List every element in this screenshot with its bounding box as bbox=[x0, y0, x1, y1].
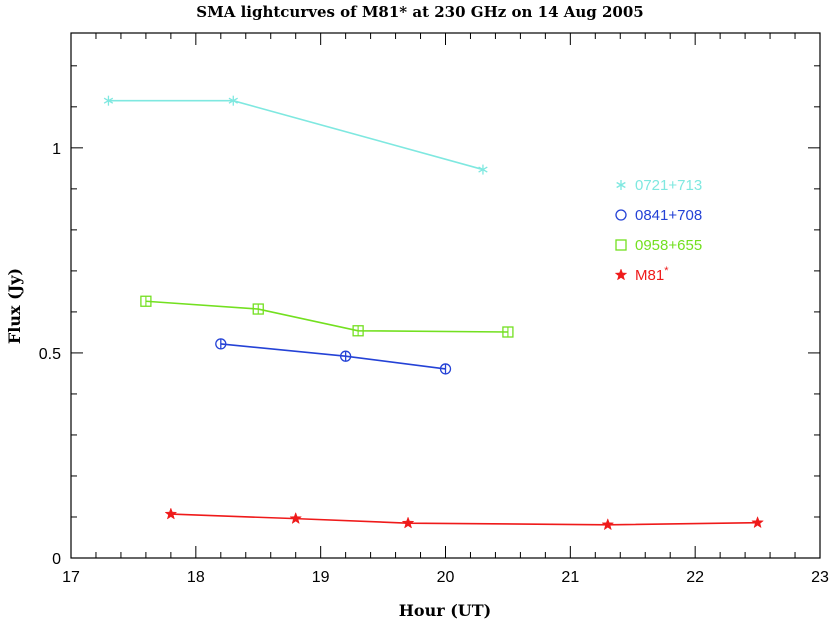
legend-entry: M81* bbox=[635, 265, 669, 284]
data-point bbox=[401, 516, 415, 529]
data-point bbox=[228, 95, 238, 106]
series-line bbox=[145, 300, 508, 333]
data-point bbox=[502, 326, 514, 338]
x-tick-label: 23 bbox=[811, 569, 829, 586]
series-markers bbox=[103, 95, 764, 531]
legend-entry: 0721+713 bbox=[635, 177, 702, 194]
legend-marker bbox=[614, 268, 628, 281]
data-point bbox=[289, 511, 303, 525]
x-tick-label: 22 bbox=[686, 569, 704, 586]
x-tick-label: 18 bbox=[187, 569, 205, 586]
legend-entry: 0841+708 bbox=[635, 207, 702, 224]
y-tick-label: 0 bbox=[52, 551, 61, 568]
plot-frame bbox=[70, 32, 821, 559]
y-axis-label: Flux (Jy) bbox=[5, 268, 24, 344]
series-line bbox=[170, 513, 758, 526]
x-tick-label: 17 bbox=[62, 569, 80, 586]
data-point bbox=[601, 518, 615, 531]
data-point bbox=[352, 325, 364, 337]
x-tick-label: 19 bbox=[312, 569, 330, 586]
y-tick-label: 0.5 bbox=[39, 346, 61, 363]
x-tick-label: 20 bbox=[437, 569, 455, 586]
legend-marker bbox=[615, 209, 627, 221]
axis-tick-labels: 17 18 19 20 21 22 23 0 0.5 1 bbox=[39, 141, 829, 586]
legend-entry: 0958+655 bbox=[635, 237, 702, 254]
y-tick-label: 1 bbox=[52, 141, 61, 158]
data-point bbox=[215, 338, 227, 350]
data-point bbox=[339, 350, 352, 362]
x-tick-label: 21 bbox=[561, 569, 579, 586]
data-point bbox=[751, 516, 764, 529]
axis-ticks bbox=[70, 33, 821, 559]
data-point bbox=[439, 363, 452, 375]
data-point bbox=[164, 507, 178, 520]
legend-marker bbox=[616, 180, 626, 190]
legend-marker bbox=[615, 239, 627, 251]
data-point bbox=[140, 295, 152, 307]
x-axis-label: Hour (UT) bbox=[399, 601, 491, 620]
data-point bbox=[252, 303, 264, 315]
series-lines bbox=[108, 99, 758, 526]
data-point bbox=[103, 95, 114, 106]
series-line bbox=[108, 99, 484, 171]
legend: 0721+713 0841+708 0958+655 M81* bbox=[614, 177, 702, 284]
data-point bbox=[478, 164, 488, 175]
series-line bbox=[220, 343, 446, 370]
chart-title: SMA lightcurves of M81* at 230 GHz on 14… bbox=[196, 3, 643, 21]
